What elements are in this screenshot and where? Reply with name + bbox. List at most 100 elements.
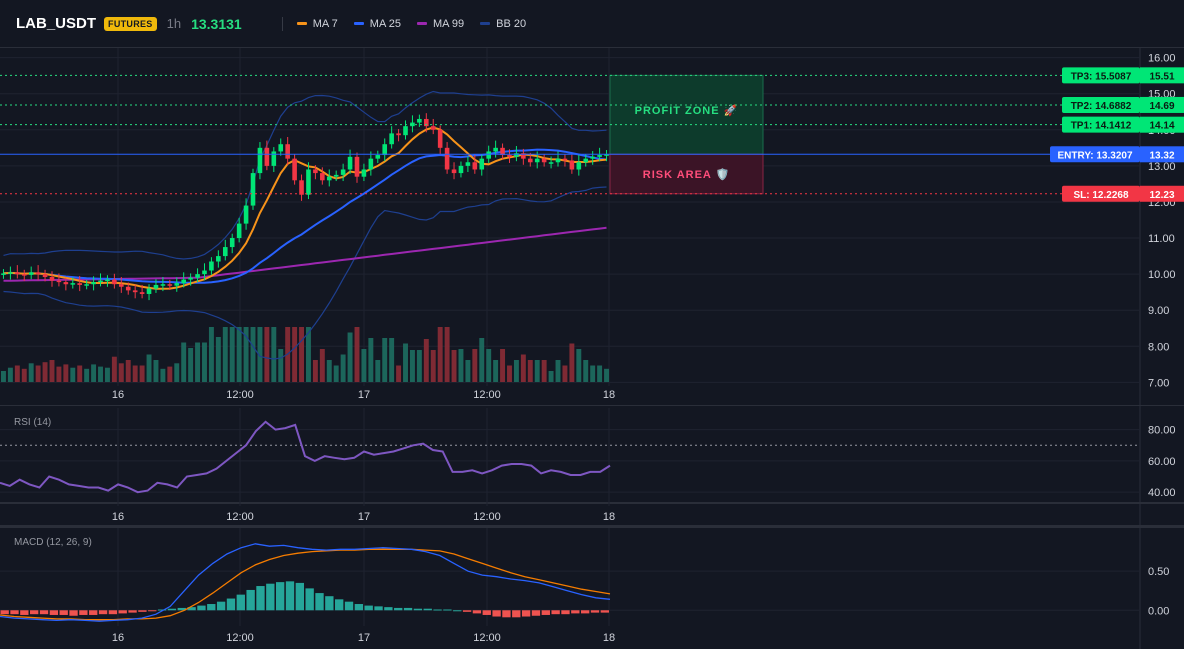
macd-histogram-bar <box>246 589 255 611</box>
candle-body <box>271 151 277 166</box>
macd-histogram-bar <box>295 582 304 611</box>
volume-bar <box>486 349 492 382</box>
price-tick-label: 8.00 <box>1148 341 1169 353</box>
legend-swatch <box>416 22 427 25</box>
volume-bar <box>84 368 90 382</box>
volume-bar <box>520 354 526 382</box>
candle-body <box>216 256 221 262</box>
volume-bar <box>444 327 450 382</box>
candle-body <box>534 158 540 163</box>
level-tag-label: TP1: 14.1412 <box>1071 121 1132 132</box>
axis-level-tag <box>1140 146 1184 163</box>
candle-body <box>458 165 464 174</box>
price-tick-label: 7.00 <box>1148 377 1169 389</box>
volume-bar <box>403 343 408 382</box>
volume-bar <box>493 360 499 382</box>
macd-signal-line <box>0 548 611 621</box>
volume-bar <box>98 366 103 382</box>
candle-body <box>35 272 41 275</box>
macd-histogram-bar <box>148 610 157 612</box>
axis-level-label: 13.32 <box>1149 150 1174 161</box>
axis-level-tag <box>1140 185 1184 202</box>
candle-body <box>236 223 242 239</box>
macd-histogram-bar <box>128 610 137 613</box>
volume-bar <box>77 365 83 382</box>
profit-zone <box>609 74 764 155</box>
pane-separator <box>0 502 1184 504</box>
candle-body <box>21 274 27 276</box>
timeframe-label[interactable]: 1h <box>166 16 182 31</box>
volume-bar <box>56 366 62 382</box>
candle-body <box>396 133 401 136</box>
macd-histogram-bar <box>305 588 314 611</box>
candle-body <box>278 144 284 152</box>
legend-ma99[interactable]: MA 99 <box>416 17 465 30</box>
symbol-name[interactable]: LAB_USDT <box>16 15 97 32</box>
candle-body <box>590 156 595 159</box>
macd-histogram-bar <box>433 609 442 611</box>
macd-histogram-bar <box>394 607 403 611</box>
candle-body <box>222 247 228 257</box>
candle-body <box>472 162 478 170</box>
rsi-line <box>0 420 611 494</box>
macd-histogram-bar <box>502 610 511 618</box>
macd-histogram-bar <box>344 601 354 611</box>
legend-ma7[interactable]: MA 7 <box>296 18 338 30</box>
volume-bar <box>7 367 13 382</box>
legend-label: MA 99 <box>432 17 465 30</box>
candle-body <box>320 173 325 181</box>
volume-bar <box>14 365 20 382</box>
time-tick-label: 17 <box>358 632 370 644</box>
macd-histogram-bar <box>335 599 344 611</box>
volume-bar <box>604 368 609 382</box>
volume-bar <box>423 339 429 382</box>
macd-histogram-bar <box>226 598 236 611</box>
volume-bar <box>222 327 228 382</box>
volume-bar <box>458 349 464 382</box>
candle-body <box>49 277 55 281</box>
volume-bar <box>292 327 298 382</box>
macd-histogram-bar <box>423 608 432 611</box>
macd-histogram-bar <box>374 606 383 611</box>
macd-histogram-bar <box>590 610 600 613</box>
macd-histogram-bar <box>600 610 609 613</box>
macd-histogram-bar <box>0 610 9 615</box>
level-tag-label: SL: 12.2268 <box>1073 190 1128 201</box>
candle-body <box>410 122 415 127</box>
macd-histogram-bar <box>364 605 373 611</box>
volume-bar <box>312 360 318 382</box>
volume-bar <box>202 342 207 382</box>
volume-bar <box>188 348 194 382</box>
volume-bar <box>146 354 152 382</box>
candle-body <box>15 272 20 275</box>
volume-bar <box>368 338 374 382</box>
macd-histogram-bar <box>315 593 324 611</box>
volume-bar <box>21 368 27 382</box>
candle-body <box>112 279 117 285</box>
volume-bar <box>583 360 589 382</box>
macd-histogram-bar <box>118 610 127 614</box>
volume-bar <box>215 337 221 382</box>
volume-bar <box>153 360 159 382</box>
volume-bar <box>63 364 69 382</box>
volume-bar <box>500 349 506 382</box>
candle-body <box>257 147 263 174</box>
price-tick-label: 10.00 <box>1148 269 1176 281</box>
candle-body <box>132 290 138 293</box>
volume-bar <box>35 365 41 382</box>
candle-body <box>375 155 381 159</box>
legend-ma25[interactable]: MA 25 <box>353 18 401 30</box>
legend-bb20[interactable]: BB 20 <box>480 18 526 30</box>
volume-bar <box>534 360 540 382</box>
volume-bar <box>326 360 332 382</box>
time-tick-label: 18 <box>603 511 615 523</box>
volume-bar <box>250 327 256 382</box>
futures-badge: FUTURES <box>104 16 157 31</box>
time-tick-label: 12:00 <box>226 389 254 401</box>
candle-body <box>576 162 582 170</box>
volume-bar <box>333 365 339 382</box>
candle-body <box>541 158 547 163</box>
volume-bar <box>299 327 304 382</box>
macd-histogram-bar <box>167 608 177 611</box>
